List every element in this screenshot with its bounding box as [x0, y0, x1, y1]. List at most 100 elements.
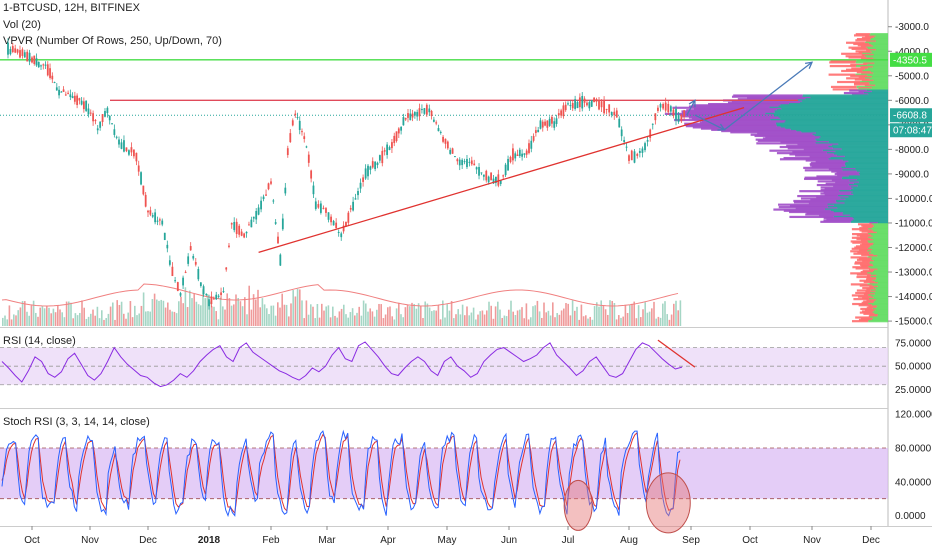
vpvr-bar-down — [848, 46, 867, 49]
vpvr-bar-up — [867, 272, 888, 275]
time-tick-label: 2018 — [198, 535, 221, 546]
candle-body — [497, 174, 500, 186]
vpvr-bar-down — [750, 133, 813, 136]
candle-body — [118, 139, 120, 145]
candle-body — [303, 136, 306, 140]
vpvr-bar-down — [823, 219, 853, 222]
volume-bar — [664, 301, 666, 326]
vpvr-bar-down — [849, 89, 867, 92]
vpvr-bar-up — [872, 279, 888, 282]
volume-bar — [351, 308, 354, 326]
volume-bar — [118, 304, 121, 326]
candle-body — [49, 68, 51, 78]
vpvr-bar-up — [835, 150, 888, 154]
rsi-line — [1, 341, 683, 388]
vpvr-bar-up — [868, 298, 888, 301]
candle-body — [413, 112, 416, 116]
candle-body — [418, 108, 421, 117]
candle-body — [87, 108, 90, 115]
vpvr-bar-up — [877, 221, 888, 225]
vpvr-bar-up — [875, 278, 888, 281]
volume-bar — [81, 300, 83, 326]
volume-bar — [15, 315, 17, 326]
volume-bar — [340, 308, 343, 326]
volume-bar — [54, 312, 57, 326]
vpvr-bar-down — [820, 186, 851, 189]
candle-body — [279, 254, 282, 266]
candle-body — [212, 298, 215, 300]
vpvr-bar-up — [848, 196, 888, 199]
candle-body — [478, 167, 480, 176]
candle-body — [492, 178, 495, 184]
volume-bar — [272, 305, 275, 326]
vpvr-bar-down — [831, 179, 858, 182]
candle-body — [265, 194, 267, 196]
volume-bar — [481, 310, 484, 326]
volume-bar — [514, 315, 517, 326]
volume-bar — [624, 304, 627, 326]
volume-bar — [129, 301, 132, 326]
vpvr-bar-up — [869, 246, 888, 249]
volume-bar — [142, 292, 145, 326]
vpvr-bar-up — [875, 40, 888, 43]
volume-bar — [248, 285, 250, 326]
volume-bar — [314, 318, 316, 326]
vpvr-bar-up — [838, 194, 888, 198]
vpvr-bar-down — [861, 53, 874, 57]
vpvr-bar-up — [814, 134, 888, 138]
vpvr-bar-up — [876, 231, 888, 234]
candle-body — [44, 64, 47, 66]
vpvr-bar-up — [873, 286, 888, 290]
candle-body — [369, 166, 372, 170]
volume-bar — [591, 319, 594, 326]
vpvr-bar-down — [789, 153, 834, 156]
vpvr-bar-down — [815, 160, 849, 163]
vpvr-bar-down — [824, 193, 854, 196]
volume-bar — [466, 306, 468, 326]
volume-bar — [646, 312, 649, 326]
vpvr-bar-up — [833, 210, 888, 214]
volume-bar — [94, 315, 96, 326]
volume-bar — [362, 300, 365, 326]
volume-bar — [369, 308, 371, 326]
candle-body — [482, 174, 485, 177]
vpvr-bar-up — [801, 131, 888, 134]
vpvr-bar-up — [774, 115, 888, 118]
vpvr-bar-down — [857, 251, 872, 254]
price-tick-label: -3000.0 — [895, 22, 929, 33]
vpvr-bar-up — [850, 220, 888, 223]
volume-ma-line — [1, 283, 679, 307]
vpvr-bar-up — [873, 45, 888, 48]
time-tick-label: Jul — [562, 535, 575, 546]
candle-body — [376, 162, 379, 166]
candle-body — [675, 108, 677, 121]
volume-bar — [404, 307, 407, 326]
vpvr-bar-up — [780, 126, 888, 129]
vpvr-bar-down — [851, 67, 868, 70]
candle-body — [618, 118, 621, 128]
volume-bar — [521, 307, 523, 326]
vpvr-bar-down — [846, 41, 865, 44]
vpvr-bar-down — [853, 34, 870, 37]
candle-body — [225, 267, 228, 270]
candle-body — [171, 266, 174, 277]
candle-body — [184, 271, 187, 273]
candle-body — [125, 147, 128, 152]
vpvr-bar-down — [866, 277, 877, 280]
vpvr-bar-down — [869, 313, 878, 317]
volume-bar — [246, 314, 248, 326]
volume-bar — [677, 310, 679, 326]
volume-bar — [468, 315, 470, 326]
vpvr-bar-down — [674, 118, 771, 122]
candle-body — [454, 156, 456, 158]
vpvr-bar-down — [701, 120, 786, 123]
vpvr-bar-down — [862, 296, 874, 299]
vpvr-bar-up — [869, 78, 888, 81]
candle-body — [664, 102, 667, 111]
vpvr-bar-up — [873, 225, 888, 228]
candle-body — [130, 147, 133, 153]
vpvr-bar-down — [708, 102, 790, 106]
vpvr-bar-down — [832, 88, 858, 91]
candle-body — [432, 119, 435, 122]
